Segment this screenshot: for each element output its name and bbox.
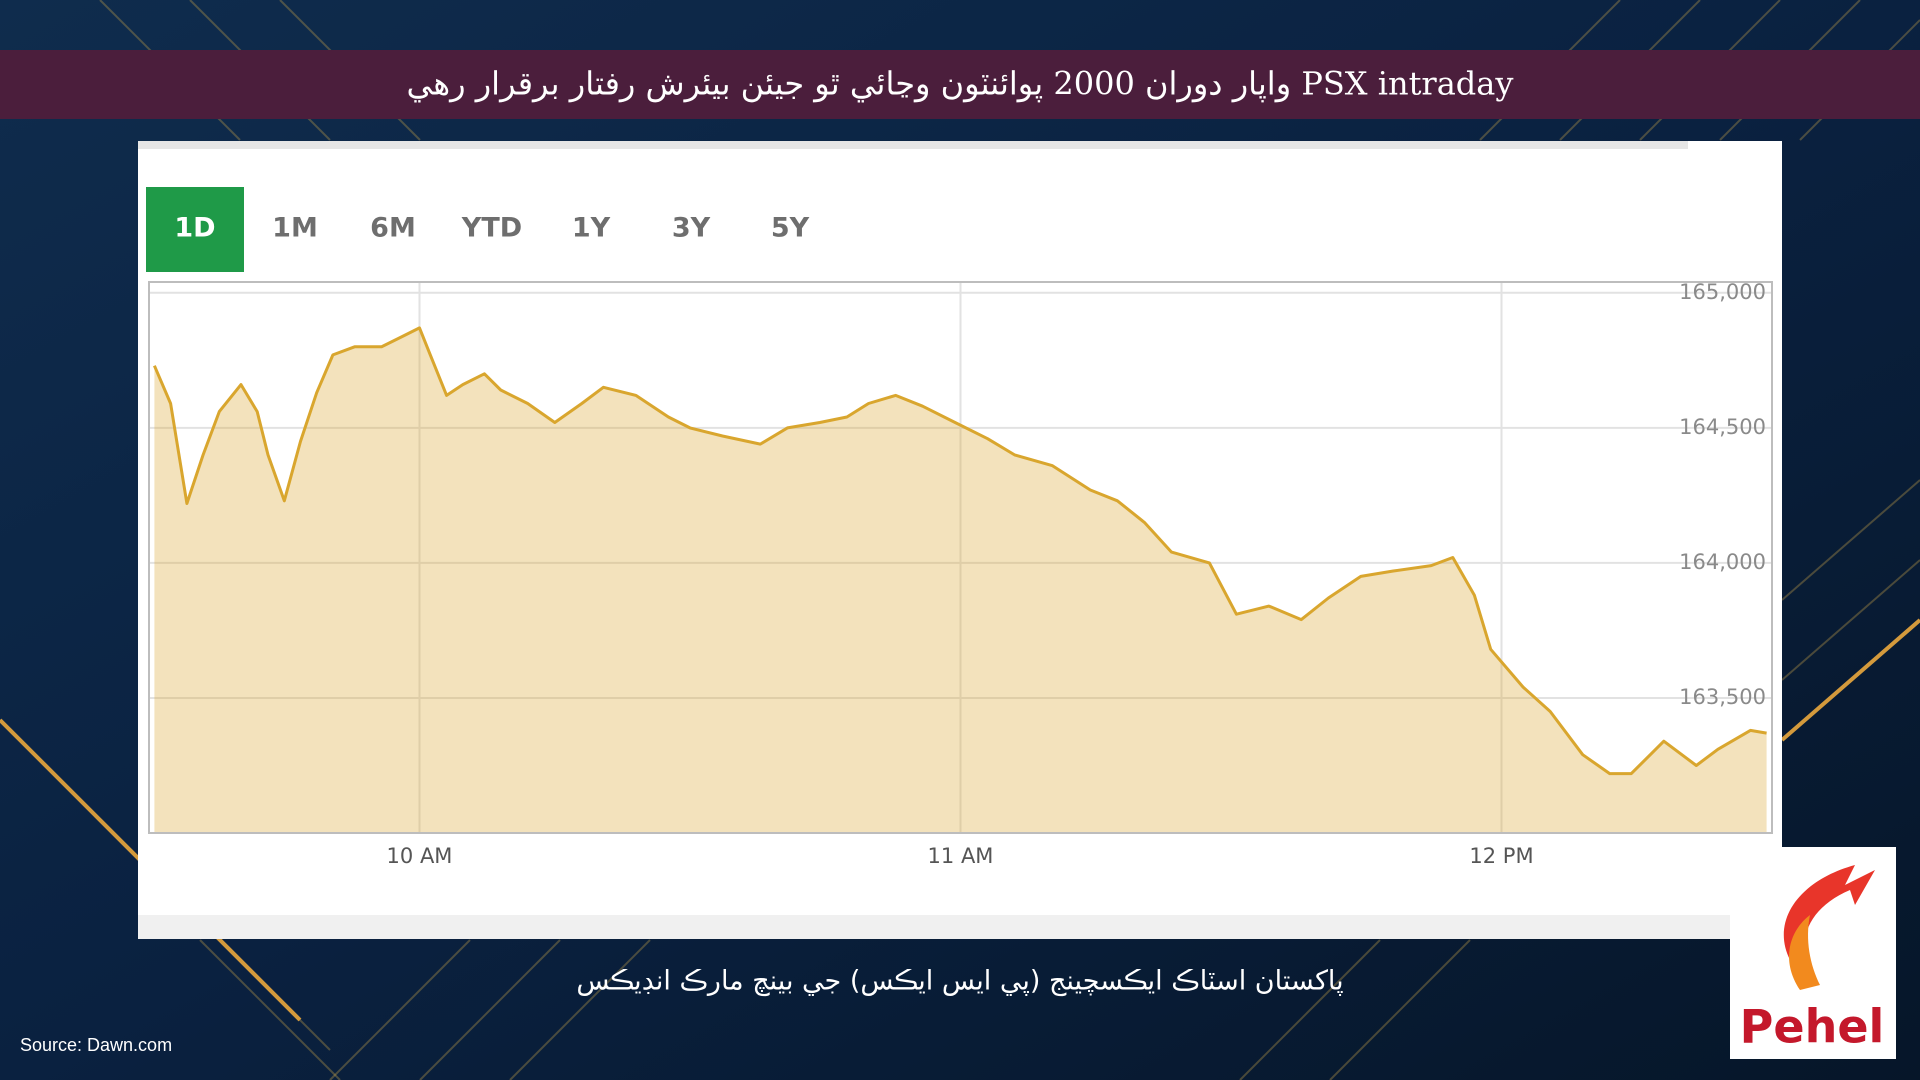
area-fill [154, 327, 1767, 833]
x-tick-label: 10 AM [387, 844, 453, 868]
source: Source: Dawn.com [20, 1035, 172, 1055]
caption: پاکستان اسٽاڪ ايڪسچينج (پي ايس ايڪس) جي … [576, 966, 1343, 997]
plot: 10 AM 11 AM 12 PM 163,500 164,000 164,500 165,… [148, 280, 1773, 868]
x-tick-label: 11 AM [928, 844, 994, 868]
range-tab[interactable]: 6M [370, 213, 416, 244]
range-tab[interactable]: 1Y [572, 213, 611, 244]
logo-arrow [1783, 865, 1875, 960]
y-tick-label: 165,000 [1679, 280, 1766, 304]
y-tick-label: 164,000 [1679, 550, 1766, 574]
title-bar [0, 50, 1920, 119]
range-tab[interactable]: 5Y [771, 213, 810, 244]
card-top-strip [138, 141, 1688, 149]
range-tab[interactable]: YTD [461, 213, 522, 244]
range-tab[interactable]: 3Y [672, 213, 711, 244]
logo-swoosh [1789, 915, 1820, 990]
title: PSX intraday واپار دوران 2000 پوائنٽون و… [407, 65, 1514, 103]
price-line [153, 326, 1767, 776]
card-bottom-strip [138, 915, 1782, 939]
tab-active-bg [146, 187, 244, 272]
range-tab[interactable]: 1D [174, 213, 215, 244]
x-tick-label: 12 PM [1469, 844, 1533, 868]
logo-text: Pehel [1740, 1000, 1885, 1054]
plot-border [148, 281, 1773, 834]
range-tab[interactable]: 1M [272, 213, 318, 244]
y-tick-label: 164,500 [1679, 415, 1766, 439]
y-tick-label: 163,500 [1679, 685, 1766, 709]
accent-line [1780, 618, 1920, 742]
logo-box [1730, 847, 1896, 1059]
